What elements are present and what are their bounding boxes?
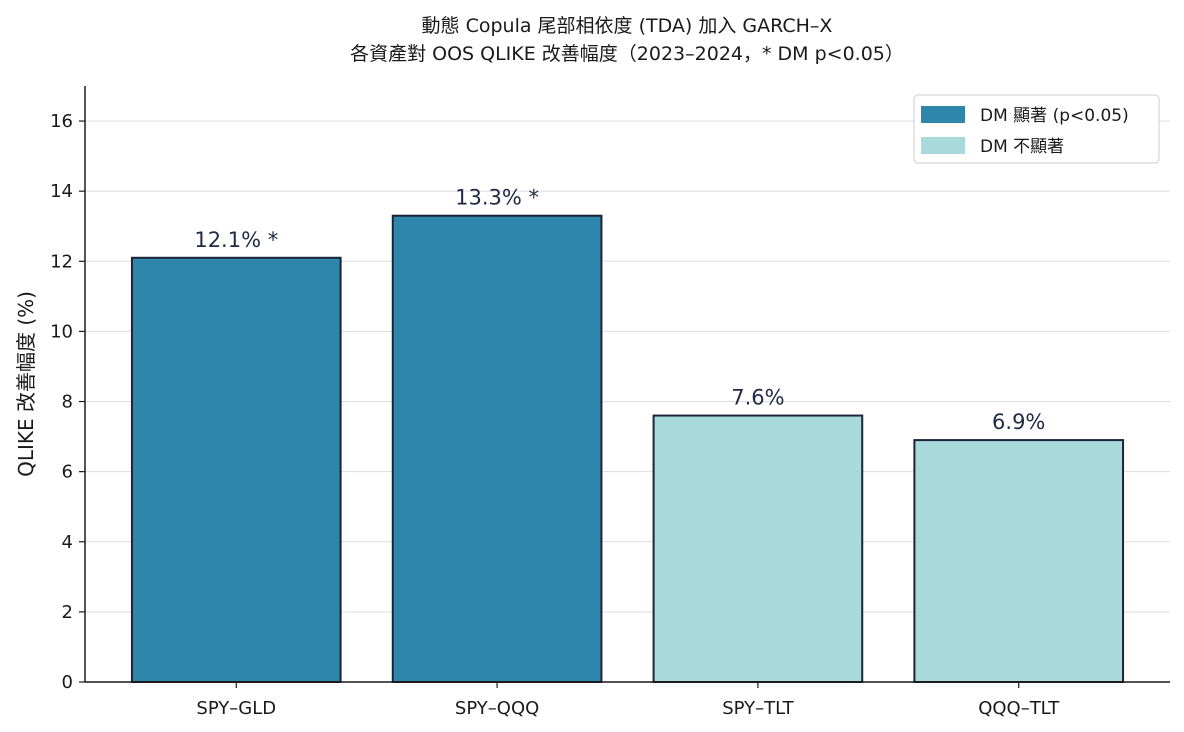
legend-swatch-not-significant (921, 137, 965, 154)
data-labels: 12.1% * 13.3% * 7.6% 6.9% (194, 186, 1045, 434)
legend-label-significant: DM 顯著 (p<0.05) (980, 106, 1129, 126)
chart-title-line-1: 動態 Copula 尾部相依度 (TDA) 加入 GARCH–X (422, 15, 833, 37)
y-tick-label: 14 (50, 181, 73, 202)
legend: DM 顯著 (p<0.05) DM 不顯著 (913, 94, 1160, 164)
y-tick-label: 10 (50, 321, 73, 342)
y-tick-label: 12 (50, 251, 73, 272)
bar-4 (913, 439, 1125, 683)
x-tick-label: SPY–TLT (722, 698, 794, 719)
y-tick-label: 6 (62, 462, 73, 483)
bar-value-label: 13.3% * (455, 186, 539, 210)
legend-frame (913, 94, 1160, 164)
y-tick-label: 16 (50, 111, 73, 132)
y-tick-label: 0 (62, 672, 73, 693)
legend-swatch-significant (921, 106, 965, 123)
x-tick-label: SPY–GLD (196, 698, 276, 719)
x-tick-label: QQQ–TLT (978, 698, 1060, 719)
x-tick-label: SPY–QQQ (455, 698, 539, 719)
bar-3 (652, 414, 864, 683)
bar-value-label: 12.1% * (194, 228, 278, 252)
bar-1 (130, 256, 342, 683)
y-tick-label: 4 (62, 532, 73, 553)
legend-label-not-significant: DM 不顯著 (980, 137, 1064, 157)
bar-value-label: 6.9% (992, 410, 1045, 434)
chart-title-line-2: 各資產對 OOS QLIKE 改善幅度（2023–2024，* DM p<0.0… (350, 43, 904, 65)
bar-2 (391, 214, 603, 683)
y-axis-label: QLIKE 改善幅度 (%) (14, 291, 38, 477)
y-tick-label: 2 (62, 602, 73, 623)
y-tick-label: 8 (62, 392, 73, 413)
bars (130, 214, 1125, 683)
axes: 0 2 4 6 8 10 12 14 16 SPY–GLD SPY–QQQ SPY–TLT QQQ–TL… (50, 86, 1170, 719)
bar-value-label: 7.6% (731, 386, 784, 410)
